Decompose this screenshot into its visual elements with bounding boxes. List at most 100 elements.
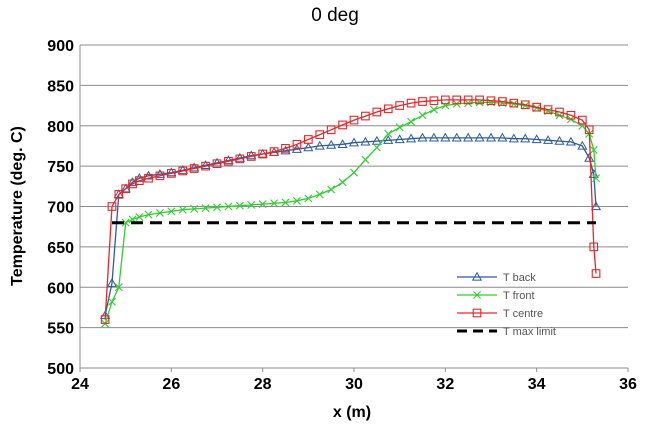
series-2-point-28 bbox=[395, 101, 405, 110]
series-2-point-39 bbox=[520, 100, 530, 110]
series-2-point-6 bbox=[144, 173, 153, 183]
series-0-point-33 bbox=[451, 132, 462, 142]
series-2-point-47 bbox=[591, 269, 601, 278]
series-0-point-37 bbox=[497, 132, 508, 142]
legend-item-3: T max limit bbox=[457, 326, 556, 338]
series-0-point-36 bbox=[485, 132, 497, 142]
series-2-point-22 bbox=[326, 125, 336, 135]
series-2-point-32 bbox=[440, 95, 450, 105]
x-tick-label-0: 24 bbox=[71, 376, 89, 393]
series-2-point-31 bbox=[429, 96, 439, 106]
series-2-point-4 bbox=[128, 179, 137, 189]
series-1-point-21 bbox=[315, 190, 324, 199]
series-2-point-34 bbox=[463, 95, 473, 105]
x-tick-label-5: 34 bbox=[528, 376, 546, 393]
series-0-point-2 bbox=[113, 189, 124, 199]
series-1-point-8 bbox=[167, 207, 176, 216]
series-1-point-22 bbox=[327, 185, 336, 194]
series-0-point-47 bbox=[590, 201, 602, 211]
series-2-point-30 bbox=[418, 97, 427, 106]
series-2-point-25 bbox=[361, 111, 370, 121]
x-tick-label-1: 26 bbox=[162, 376, 180, 393]
series-1-point-6 bbox=[144, 210, 153, 219]
series-1-point-29 bbox=[407, 117, 416, 126]
series-1-point-38 bbox=[509, 99, 518, 108]
legend-item-0: T back bbox=[457, 271, 536, 284]
series-2-point-26 bbox=[372, 107, 382, 117]
series-2-point-20 bbox=[303, 135, 313, 144]
series-1-point-14 bbox=[235, 201, 244, 210]
series-2-point-37 bbox=[498, 97, 507, 106]
series-1-point-5 bbox=[135, 213, 144, 221]
series-2-point-19 bbox=[292, 139, 302, 149]
series-2-point-41 bbox=[543, 105, 553, 114]
series-1-point-3 bbox=[121, 218, 130, 227]
series-2-point-38 bbox=[509, 98, 519, 108]
x-tick-label-3: 30 bbox=[345, 376, 363, 393]
y-axis-label: Temperature (deg. C) bbox=[9, 126, 26, 286]
series-0-point-44 bbox=[577, 140, 588, 150]
series-1-point-19 bbox=[292, 196, 301, 205]
legend-marker-0 bbox=[471, 271, 483, 281]
series-line-1 bbox=[104, 101, 597, 324]
series-0-point-29 bbox=[406, 133, 417, 143]
x-tick-label-2: 28 bbox=[254, 376, 272, 393]
y-tick-label-6: 800 bbox=[47, 119, 74, 136]
series-1-point-27 bbox=[384, 129, 393, 138]
series-1-point-11 bbox=[201, 204, 210, 213]
series-2-point-14 bbox=[235, 154, 245, 164]
legend-label-1: T front bbox=[503, 290, 535, 302]
series-0-point-12 bbox=[211, 157, 223, 167]
series-0-point-31 bbox=[428, 132, 439, 142]
series-2-point-0 bbox=[100, 315, 110, 324]
y-tick-label-0: 500 bbox=[47, 361, 74, 378]
series-2-point-5 bbox=[135, 176, 144, 186]
series-2-point-8 bbox=[166, 169, 176, 178]
x-tick-label-4: 32 bbox=[436, 376, 454, 393]
series-0-point-10 bbox=[189, 162, 200, 172]
series-1-point-39 bbox=[521, 101, 530, 110]
series-2 bbox=[100, 95, 601, 324]
series-1-point-20 bbox=[304, 194, 313, 203]
series-0-point-41 bbox=[543, 135, 554, 144]
y-tick-label-8: 900 bbox=[47, 38, 74, 55]
series-2-point-10 bbox=[189, 164, 199, 173]
series-0-point-8 bbox=[166, 167, 177, 177]
series-0-point-38 bbox=[508, 133, 519, 143]
series-1-point-28 bbox=[395, 123, 404, 132]
y-tick-label-3: 650 bbox=[47, 240, 74, 257]
series-0-point-27 bbox=[383, 135, 394, 144]
x-tick-label-6: 36 bbox=[619, 376, 637, 393]
series-2-point-43 bbox=[566, 110, 576, 120]
series-0-point-28 bbox=[394, 134, 405, 144]
series-0-point-7 bbox=[154, 168, 165, 178]
y-tick-label-2: 600 bbox=[47, 280, 74, 297]
series-1-point-30 bbox=[418, 111, 427, 120]
series-2-point-24 bbox=[349, 115, 359, 125]
series-2-point-40 bbox=[532, 102, 542, 112]
series-2-point-13 bbox=[224, 156, 233, 166]
legend-item-1: T front bbox=[457, 290, 535, 302]
series-2-point-15 bbox=[246, 152, 256, 161]
series-1-point-15 bbox=[247, 200, 256, 209]
axes bbox=[79, 45, 629, 372]
series-1-point-46 bbox=[589, 145, 598, 154]
series-0-point-13 bbox=[223, 155, 234, 165]
series-0-point-42 bbox=[554, 135, 565, 145]
y-tick-label-5: 750 bbox=[47, 159, 74, 176]
series-1-point-17 bbox=[270, 199, 279, 208]
series-line-2 bbox=[104, 99, 597, 320]
series-2-point-27 bbox=[383, 104, 393, 114]
series-2-point-44 bbox=[577, 115, 587, 125]
chart-title: 0 deg bbox=[311, 5, 359, 26]
series-1-point-40 bbox=[532, 103, 541, 112]
series-2-point-36 bbox=[486, 96, 496, 106]
series-0-point-9 bbox=[177, 164, 188, 174]
series-2-point-1 bbox=[107, 202, 117, 211]
series-2-point-46 bbox=[589, 242, 599, 252]
series-1-point-34 bbox=[464, 99, 473, 108]
series-1-point-1 bbox=[107, 297, 116, 306]
series-0-point-26 bbox=[371, 135, 382, 145]
